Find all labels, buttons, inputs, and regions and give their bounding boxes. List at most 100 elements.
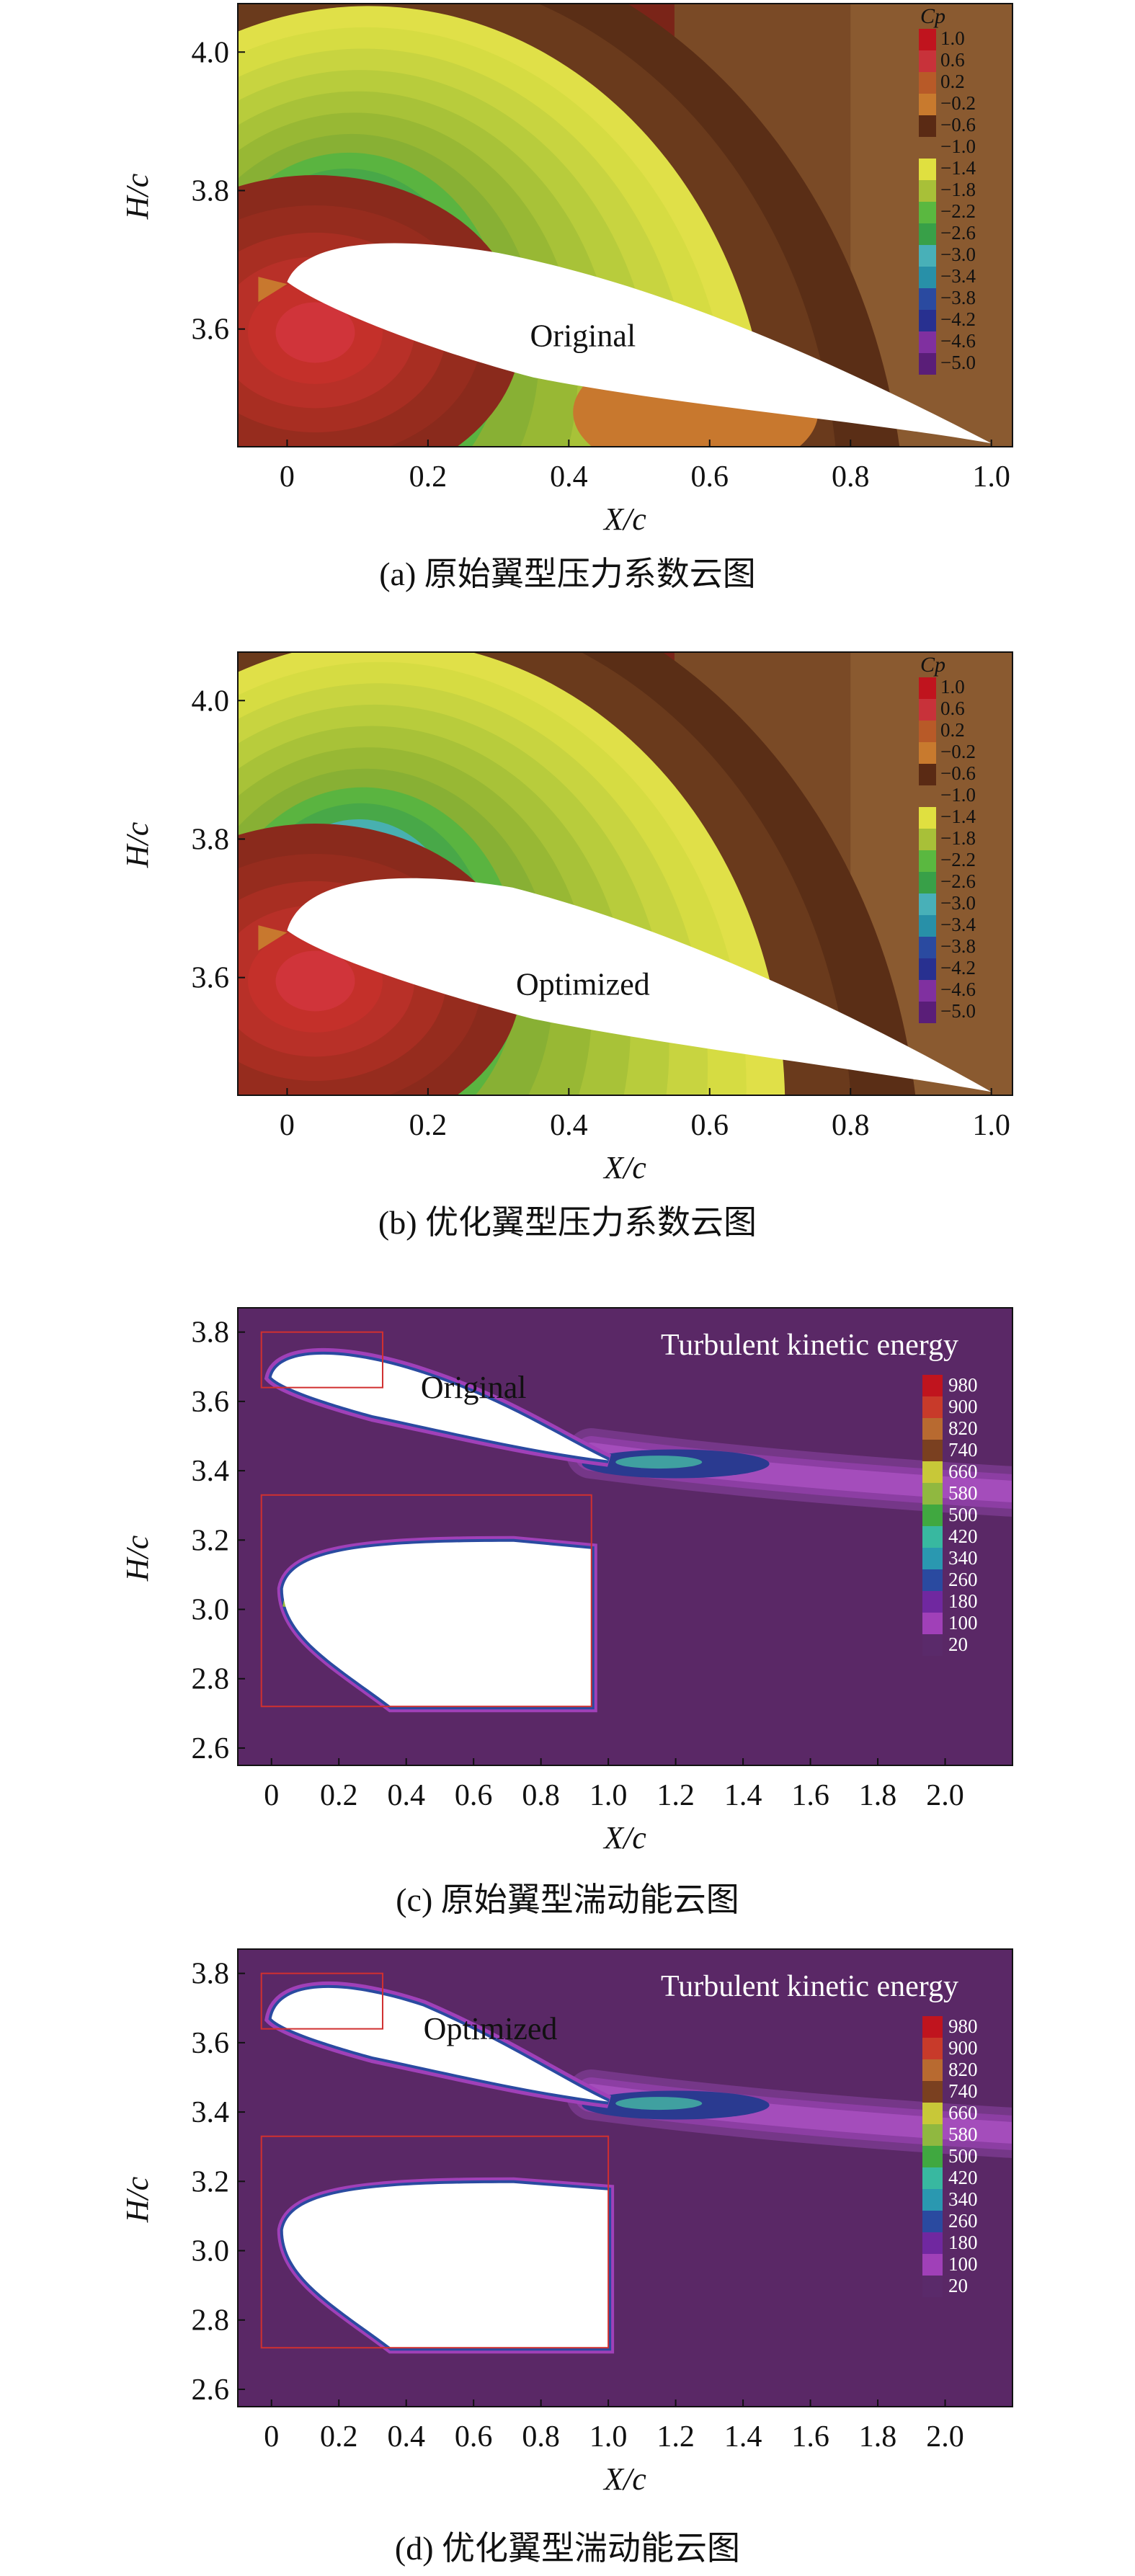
x-tick-label: 2.0 bbox=[926, 2420, 964, 2454]
legend-swatch bbox=[919, 677, 936, 699]
legend-label: −5.0 bbox=[940, 352, 976, 373]
legend-label: 500 bbox=[948, 2145, 978, 2167]
y-tick-label: 3.8 bbox=[192, 1958, 230, 1991]
plot-frame bbox=[237, 1948, 1013, 2407]
legend-swatch bbox=[919, 223, 936, 245]
legend-swatch bbox=[919, 893, 936, 915]
legend-label: −1.0 bbox=[940, 784, 976, 806]
wake-core bbox=[615, 1456, 703, 1469]
tke-contour-plot-optimized: Turbulent kinetic energy Optimized 9809008… bbox=[120, 1948, 1013, 2497]
x-axis-label: X/c bbox=[602, 2461, 646, 2497]
y-tick-label: 3.6 bbox=[192, 2027, 230, 2060]
legend-label: −1.8 bbox=[940, 179, 976, 200]
legend-swatch bbox=[919, 699, 936, 721]
legend-label: 340 bbox=[948, 2188, 978, 2210]
x-tick-label: 0.6 bbox=[691, 1109, 729, 1142]
legend-label: 0.6 bbox=[940, 49, 965, 71]
legend-swatch bbox=[919, 872, 936, 893]
legend-label: 900 bbox=[948, 2037, 978, 2059]
legend-label: 0.6 bbox=[940, 698, 965, 719]
legend-swatch bbox=[922, 2232, 943, 2254]
airfoil-shape bbox=[271, 1987, 609, 2102]
legend-swatch bbox=[922, 1418, 943, 1440]
airfoil-annotation: Optimized bbox=[516, 967, 650, 1002]
panel-b: Optimized 0 0.2 0.4 0.6 0.8 1.0 3.6 3.8 4.0 X/c H/c… bbox=[0, 649, 1135, 1283]
panel-d: Turbulent kinetic energy Optimized 980 900 8… bbox=[0, 1946, 1135, 2576]
legend-label: −4.6 bbox=[940, 330, 976, 352]
legend-label: −3.0 bbox=[940, 244, 976, 265]
y-tick-label: 2.8 bbox=[192, 1663, 230, 1696]
legend-swatch bbox=[922, 1461, 943, 1483]
x-tick-label: 0.6 bbox=[691, 460, 729, 494]
legend-swatch bbox=[922, 1634, 943, 1656]
airfoil-shape bbox=[287, 878, 992, 1092]
x-tick-label: 1.2 bbox=[656, 1779, 695, 1812]
legend-label: −2.2 bbox=[940, 200, 976, 222]
caption-a: (a) 原始翼型压力系数云图 bbox=[379, 556, 756, 592]
legend-swatch bbox=[922, 2189, 943, 2211]
legend-swatch bbox=[919, 958, 936, 980]
legend-label: 660 bbox=[948, 1461, 978, 1482]
legend-swatch bbox=[919, 115, 936, 137]
wake-core bbox=[615, 2097, 703, 2111]
legend-swatch bbox=[919, 202, 936, 223]
y-tick-label: 3.8 bbox=[192, 174, 230, 208]
legend-swatch bbox=[919, 1002, 936, 1023]
legend-label: 420 bbox=[948, 2167, 978, 2188]
legend-label: −4.2 bbox=[940, 957, 976, 979]
legend-swatch bbox=[919, 310, 936, 331]
legend-label: 260 bbox=[948, 1569, 978, 1590]
x-tick-label: 0.8 bbox=[832, 1109, 870, 1142]
legend-swatch bbox=[919, 245, 936, 267]
legend-swatch bbox=[919, 829, 936, 850]
legend-label: −2.6 bbox=[940, 222, 976, 244]
x-tick-label: 1.8 bbox=[859, 1779, 897, 1812]
y-axis-label: H/c bbox=[120, 173, 155, 220]
y-tick-label: 2.8 bbox=[192, 2304, 230, 2337]
legend-swatch bbox=[919, 72, 936, 94]
x-axis-label: X/c bbox=[602, 1150, 646, 1185]
y-tick-label: 4.0 bbox=[192, 685, 230, 718]
legend-swatch bbox=[922, 1505, 943, 1526]
zoom-indicator-frame bbox=[260, 1331, 383, 1389]
legend-label: 180 bbox=[948, 2232, 978, 2253]
airfoil-annotation: Optimized bbox=[424, 2011, 558, 2046]
legend-swatch bbox=[919, 180, 936, 202]
zoom-indicator-frame bbox=[260, 1972, 383, 2030]
y-tick-label: 3.8 bbox=[192, 823, 230, 856]
x-tick-label: 0 bbox=[264, 1779, 279, 1812]
plot-title: Turbulent kinetic energy bbox=[661, 1329, 958, 1362]
x-tick-label: 2.0 bbox=[926, 1779, 964, 1812]
legend-label: 820 bbox=[948, 2059, 978, 2080]
x-tick-label: 0.2 bbox=[320, 2420, 358, 2454]
legend-label: −3.8 bbox=[940, 287, 976, 308]
y-tick-label: 3.6 bbox=[192, 313, 230, 347]
x-tick-label: 1.4 bbox=[724, 2420, 762, 2454]
legend-label: 20 bbox=[948, 2275, 968, 2296]
legend-swatch bbox=[919, 807, 936, 829]
legend-swatch bbox=[922, 1569, 943, 1591]
plot-frame bbox=[237, 651, 1013, 1096]
legend-title: Cp bbox=[920, 4, 945, 28]
legend-swatch bbox=[922, 2167, 943, 2189]
legend-label: 1.0 bbox=[940, 676, 965, 698]
legend-swatch bbox=[919, 137, 936, 159]
legend-swatch bbox=[919, 353, 936, 375]
x-tick-label: 1.0 bbox=[972, 1109, 1010, 1142]
legend-label: 0.2 bbox=[940, 71, 965, 92]
legend-label: 420 bbox=[948, 1525, 978, 1547]
legend-swatch bbox=[919, 50, 936, 72]
airfoil-shape bbox=[287, 243, 992, 444]
x-tick-label: 0.8 bbox=[522, 2420, 560, 2454]
legend-swatch bbox=[919, 721, 936, 742]
inset-airfoil-shape bbox=[282, 2183, 609, 2348]
x-tick-label: 0.2 bbox=[409, 460, 448, 494]
legend-label: 580 bbox=[948, 2123, 978, 2145]
y-tick-label: 3.2 bbox=[192, 2165, 230, 2198]
legend-swatch bbox=[922, 1375, 943, 1396]
legend-label: −1.4 bbox=[940, 157, 976, 179]
y-tick-label: 3.2 bbox=[192, 1524, 230, 1557]
x-tick-label: 0.8 bbox=[832, 460, 870, 494]
x-tick-label: 0.4 bbox=[387, 1779, 425, 1812]
x-tick-label: 0.4 bbox=[550, 1109, 588, 1142]
